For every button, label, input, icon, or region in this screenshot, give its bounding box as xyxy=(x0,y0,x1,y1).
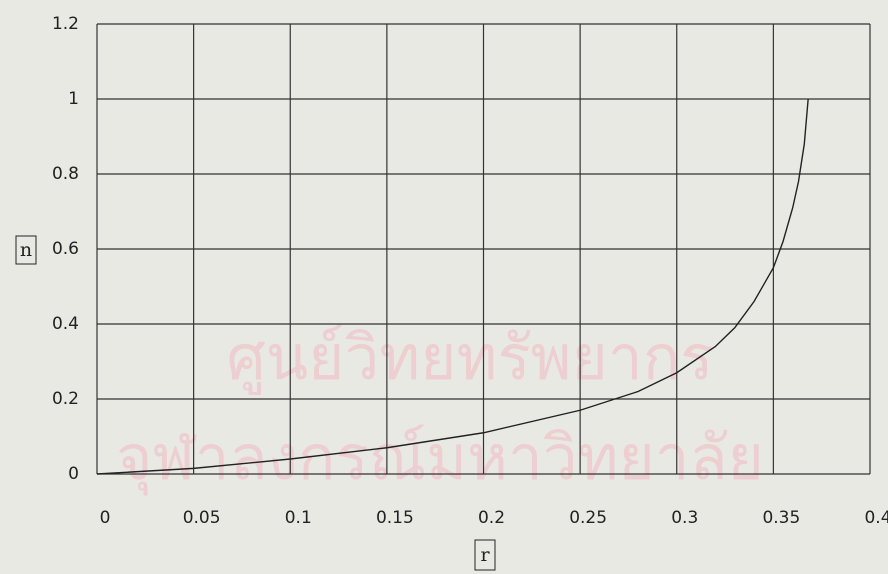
y-tick-label: 1 xyxy=(68,89,79,109)
y-axis-label: n xyxy=(20,239,32,261)
x-axis-label: r xyxy=(480,544,490,566)
watermark: จุฬาลงกรณ์มหาวิทยาลัย xyxy=(116,421,764,495)
x-tick-label: 0.4 xyxy=(864,508,888,528)
y-tick-label: 0.2 xyxy=(52,389,79,409)
x-tick-label: 0.35 xyxy=(762,508,800,528)
y-tick-label: 0.4 xyxy=(52,314,79,334)
x-tick-label: 0.2 xyxy=(478,508,505,528)
y-tick-label: 0 xyxy=(68,464,79,484)
x-tick-label: 0.25 xyxy=(569,508,607,528)
y-tick-label: 0.8 xyxy=(52,164,79,184)
chart: ศูนย์วิทยทรัพยากร จุฬาลงกรณ์มหาวิทยาลัย … xyxy=(0,0,888,574)
x-tick-label: 0.3 xyxy=(671,508,698,528)
x-tick-label: 0.1 xyxy=(285,508,312,528)
watermark: ศูนย์วิทยทรัพยากร xyxy=(226,321,713,395)
y-tick-label: 0.6 xyxy=(52,239,79,259)
x-tick-label: 0 xyxy=(100,508,111,528)
x-tick-label: 0.05 xyxy=(183,508,221,528)
line xyxy=(97,99,808,474)
y-tick-label: 1.2 xyxy=(52,14,79,34)
x-tick-label: 0.15 xyxy=(376,508,414,528)
